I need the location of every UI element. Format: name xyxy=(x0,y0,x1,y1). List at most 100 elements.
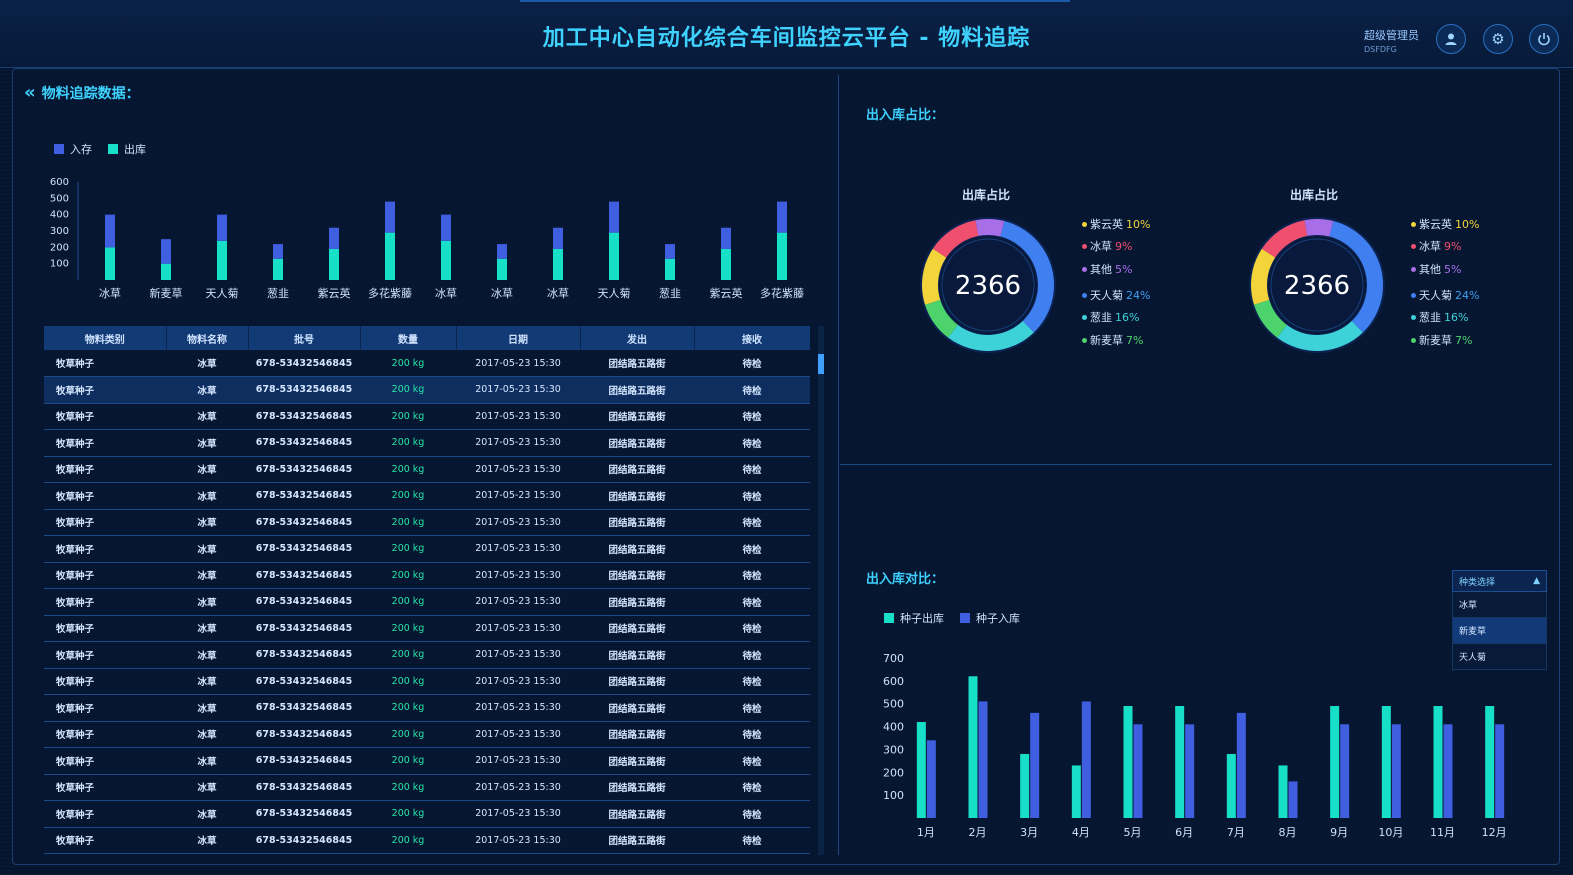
legend-dot xyxy=(1411,314,1416,320)
legend-label: 其他 xyxy=(1419,263,1441,276)
table-cell: 牧草种子 xyxy=(44,615,166,642)
table-cell: 牧草种子 xyxy=(44,456,166,483)
donut-slice xyxy=(1329,221,1383,333)
table-cell: 牧草种子 xyxy=(44,509,166,536)
x-tick-label: 天人菊 xyxy=(206,287,239,300)
dropdown-header[interactable]: 种类选择 ▲ xyxy=(1452,570,1547,592)
table-cell: 团结路五路街 xyxy=(580,800,694,828)
dropdown-label: 种类选择 xyxy=(1459,577,1496,588)
table-cell: 200 kg xyxy=(360,641,456,669)
table-row[interactable]: 牧草种子 冰草 678-53432546845 200 kg 2017-05-23 15… xyxy=(44,509,810,536)
caret-up-icon: ▲ xyxy=(1533,576,1540,586)
legend-value: 24% xyxy=(1126,288,1151,302)
bar-seed-out xyxy=(1485,706,1495,818)
legend-dot xyxy=(1082,314,1087,320)
donut-chart-1: 2366 xyxy=(920,217,1056,353)
power-button[interactable] xyxy=(1529,24,1559,54)
table-cell: 2017-05-23 15:30 xyxy=(456,482,580,510)
table-header-cell[interactable]: 物料类别 xyxy=(44,326,167,350)
table-cell: 冰草 xyxy=(166,694,248,722)
table-cell: 678-53432546845 xyxy=(248,747,360,775)
table-row[interactable]: 牧草种子 冰草 678-53432546845 200 kg 2017-05-23 15… xyxy=(44,588,810,616)
table-row[interactable]: 牧草种子 冰草 678-53432546845 200 kg 2017-05-23 15… xyxy=(44,721,810,748)
dropdown-option[interactable]: 新麦草 xyxy=(1452,618,1547,644)
table-header-cell[interactable]: 物料名称 xyxy=(166,326,249,350)
table-row[interactable]: 牧草种子 冰草 678-53432546845 200 kg 2017-05-23 15… xyxy=(44,429,810,457)
donut-slice xyxy=(1261,220,1308,258)
table-cell: 冰草 xyxy=(166,721,248,748)
table-row[interactable]: 牧草种子 冰草 678-53432546845 200 kg 2017-05-23 15… xyxy=(44,668,810,695)
legend-value: 10% xyxy=(1455,217,1480,231)
category-dropdown[interactable]: 种类选择 ▲ 冰草 新麦草 天人菊 xyxy=(1452,570,1547,670)
table-row[interactable]: 牧草种子 冰草 678-53432546845 200 kg 2017-05-23 15… xyxy=(44,800,810,828)
dropdown-option[interactable]: 天人菊 xyxy=(1452,644,1547,670)
legend-swatch-seed-in xyxy=(960,613,970,623)
user-button[interactable] xyxy=(1436,24,1466,54)
table-row[interactable]: 牧草种子 冰草 678-53432546845 200 kg 2017-05-23 15… xyxy=(44,694,810,722)
table-row[interactable]: 牧草种子 冰草 678-53432546845 200 kg 2017-05-23 15… xyxy=(44,747,810,775)
settings-button[interactable]: ⚙ xyxy=(1483,24,1513,54)
table-cell: 2017-05-23 15:30 xyxy=(456,747,580,775)
bar-out xyxy=(329,248,339,280)
y-tick-label: 100 xyxy=(883,789,904,802)
table-row[interactable]: 牧草种子 冰草 678-53432546845 200 kg 2017-05-23 15… xyxy=(44,535,810,563)
table-cell: 冰草 xyxy=(166,747,248,775)
table-cell: 2017-05-23 15:30 xyxy=(456,721,580,748)
user-name: 超级管理员 xyxy=(1364,29,1419,42)
bar-seed-in xyxy=(926,740,936,818)
table-cell: 冰草 xyxy=(166,429,248,457)
table-row[interactable]: 牧草种子 冰草 678-53432546845 200 kg 2017-05-23 15… xyxy=(44,562,810,589)
legend-dot xyxy=(1411,292,1416,298)
table-header-cell[interactable]: 数量 xyxy=(360,326,457,350)
table-cell: 牧草种子 xyxy=(44,721,166,748)
table-row[interactable]: 牧草种子 冰草 678-53432546845 200 kg 2017-05-23 15… xyxy=(44,482,810,510)
x-tick-label: 7月 xyxy=(1227,826,1245,839)
bar-seed-in xyxy=(1495,724,1505,818)
legend-item-seed-out: 种子出库 xyxy=(884,610,944,626)
table-cell: 200 kg xyxy=(360,456,456,483)
bar-out xyxy=(161,263,171,280)
table-cell: 2017-05-23 15:30 xyxy=(456,615,580,642)
table-row[interactable]: 牧草种子 冰草 678-53432546845 200 kg 2017-05-23 15… xyxy=(44,403,810,430)
table-cell: 待检 xyxy=(694,827,810,854)
right-chart-legend: 种子出库 种子入库 xyxy=(884,610,1020,626)
table-header-cell[interactable]: 接收 xyxy=(694,326,810,350)
donut-legend-item: 天人菊 24% xyxy=(1082,287,1150,303)
legend-label: 新麦草 xyxy=(1090,334,1123,347)
table-cell: 2017-05-23 15:30 xyxy=(456,456,580,483)
material-table: 物料类别 物料名称 批号 数量 日期 发出 接收 牧草种子 冰草 678-53432546845… xyxy=(44,326,810,855)
table-cell: 2017-05-23 15:30 xyxy=(456,429,580,457)
donut-hole xyxy=(939,236,1037,334)
table-cell: 2017-05-23 15:30 xyxy=(456,376,580,404)
table-cell: 团结路五路街 xyxy=(580,747,694,775)
bar-seed-out xyxy=(916,722,926,818)
table-row[interactable]: 牧草种子 冰草 678-53432546845 200 kg 2017-05-23 15… xyxy=(44,615,810,642)
table-row[interactable]: 牧草种子 冰草 678-53432546845 200 kg 2017-05-23 15… xyxy=(44,350,810,377)
table-scrollbar-thumb[interactable] xyxy=(818,354,824,374)
table-row[interactable]: 牧草种子 冰草 678-53432546845 200 kg 2017-05-23 15… xyxy=(44,827,810,854)
horizontal-divider xyxy=(840,464,1552,465)
material-tracking-title-text: 物料追踪数据： xyxy=(41,86,140,102)
table-row[interactable]: 牧草种子 冰草 678-53432546845 200 kg 2017-05-23 15… xyxy=(44,456,810,483)
table-scrollbar[interactable] xyxy=(818,326,824,855)
table-cell: 冰草 xyxy=(166,800,248,828)
table-header-cell[interactable]: 批号 xyxy=(248,326,361,350)
donut-center-value: 2366 xyxy=(955,271,1021,301)
table-row[interactable]: 牧草种子 冰草 678-53432546845 200 kg 2017-05-23 15… xyxy=(44,376,810,404)
table-cell: 678-53432546845 xyxy=(248,456,360,483)
bar-seed-out xyxy=(1330,706,1340,818)
table-header-cell[interactable]: 日期 xyxy=(456,326,581,350)
table-cell: 678-53432546845 xyxy=(248,721,360,748)
table-row[interactable]: 牧草种子 冰草 678-53432546845 200 kg 2017-05-23 15… xyxy=(44,641,810,669)
table-cell: 200 kg xyxy=(360,800,456,828)
table-header-cell[interactable]: 发出 xyxy=(580,326,695,350)
x-tick-label: 天人菊 xyxy=(598,287,631,300)
dropdown-option[interactable]: 冰草 xyxy=(1452,592,1547,618)
y-tick-label: 100 xyxy=(50,259,69,270)
table-cell: 牧草种子 xyxy=(44,668,166,695)
legend-dot xyxy=(1411,337,1416,343)
table-row[interactable]: 牧草种子 冰草 678-53432546845 200 kg 2017-05-23 15… xyxy=(44,774,810,801)
table-cell: 团结路五路街 xyxy=(580,721,694,748)
table-cell: 待检 xyxy=(694,615,810,642)
legend-dot xyxy=(1411,266,1416,272)
